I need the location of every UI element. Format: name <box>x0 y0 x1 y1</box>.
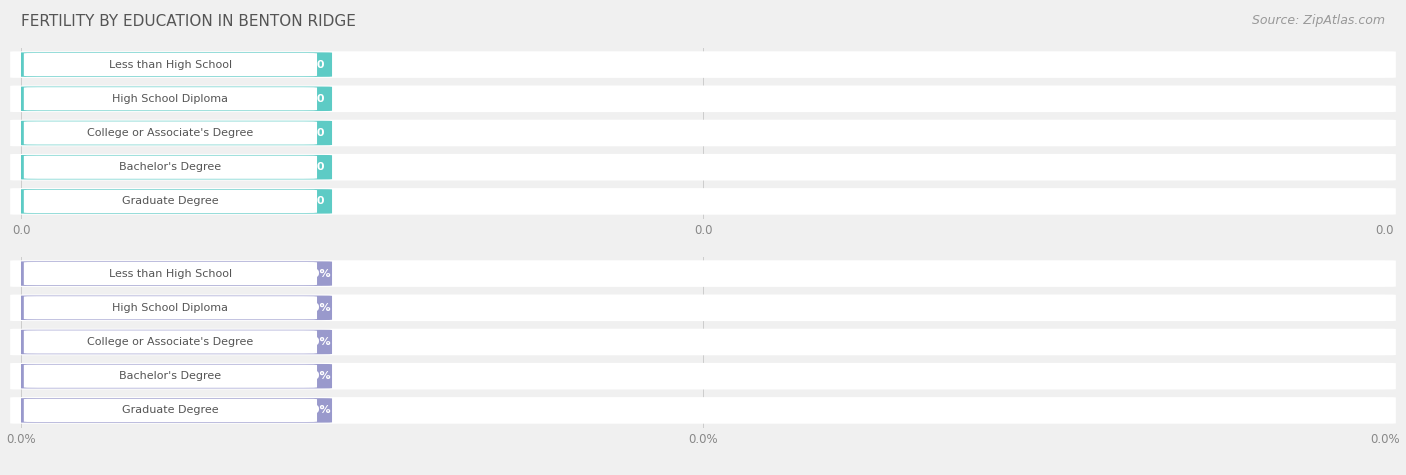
FancyBboxPatch shape <box>24 365 316 388</box>
Text: 0.0%: 0.0% <box>301 303 330 313</box>
Text: 0.0%: 0.0% <box>301 268 330 279</box>
Text: Source: ZipAtlas.com: Source: ZipAtlas.com <box>1251 14 1385 27</box>
Text: High School Diploma: High School Diploma <box>112 303 228 313</box>
FancyBboxPatch shape <box>24 53 316 76</box>
FancyBboxPatch shape <box>24 122 316 144</box>
Text: FERTILITY BY EDUCATION IN BENTON RIDGE: FERTILITY BY EDUCATION IN BENTON RIDGE <box>21 14 356 29</box>
Text: 0.0: 0.0 <box>307 128 325 138</box>
FancyBboxPatch shape <box>17 398 332 423</box>
FancyBboxPatch shape <box>17 189 332 214</box>
Text: Graduate Degree: Graduate Degree <box>122 405 219 416</box>
FancyBboxPatch shape <box>17 86 332 111</box>
FancyBboxPatch shape <box>10 86 1396 112</box>
FancyBboxPatch shape <box>17 364 332 389</box>
FancyBboxPatch shape <box>10 329 1396 355</box>
Text: Bachelor's Degree: Bachelor's Degree <box>120 371 222 381</box>
Text: Less than High School: Less than High School <box>108 59 232 70</box>
FancyBboxPatch shape <box>10 120 1396 146</box>
FancyBboxPatch shape <box>10 154 1396 180</box>
FancyBboxPatch shape <box>17 295 332 320</box>
FancyBboxPatch shape <box>10 260 1396 287</box>
Text: Bachelor's Degree: Bachelor's Degree <box>120 162 222 172</box>
Text: 0.0: 0.0 <box>307 94 325 104</box>
FancyBboxPatch shape <box>17 330 332 354</box>
Text: 0.0: 0.0 <box>307 59 325 70</box>
Text: 0.0%: 0.0% <box>301 371 330 381</box>
Text: 0.0: 0.0 <box>307 162 325 172</box>
FancyBboxPatch shape <box>17 121 332 145</box>
Text: High School Diploma: High School Diploma <box>112 94 228 104</box>
FancyBboxPatch shape <box>24 262 316 285</box>
FancyBboxPatch shape <box>10 294 1396 321</box>
Text: College or Associate's Degree: College or Associate's Degree <box>87 128 253 138</box>
FancyBboxPatch shape <box>10 188 1396 215</box>
FancyBboxPatch shape <box>17 261 332 286</box>
Text: 0.0%: 0.0% <box>301 337 330 347</box>
FancyBboxPatch shape <box>24 87 316 110</box>
Text: 0.0: 0.0 <box>307 196 325 207</box>
Text: Graduate Degree: Graduate Degree <box>122 196 219 207</box>
FancyBboxPatch shape <box>24 331 316 353</box>
FancyBboxPatch shape <box>17 155 332 180</box>
FancyBboxPatch shape <box>10 397 1396 424</box>
Text: College or Associate's Degree: College or Associate's Degree <box>87 337 253 347</box>
FancyBboxPatch shape <box>24 190 316 213</box>
Text: 0.0%: 0.0% <box>301 405 330 416</box>
FancyBboxPatch shape <box>24 296 316 319</box>
FancyBboxPatch shape <box>24 399 316 422</box>
Text: Less than High School: Less than High School <box>108 268 232 279</box>
FancyBboxPatch shape <box>10 51 1396 78</box>
FancyBboxPatch shape <box>10 363 1396 390</box>
FancyBboxPatch shape <box>24 156 316 179</box>
FancyBboxPatch shape <box>17 52 332 77</box>
